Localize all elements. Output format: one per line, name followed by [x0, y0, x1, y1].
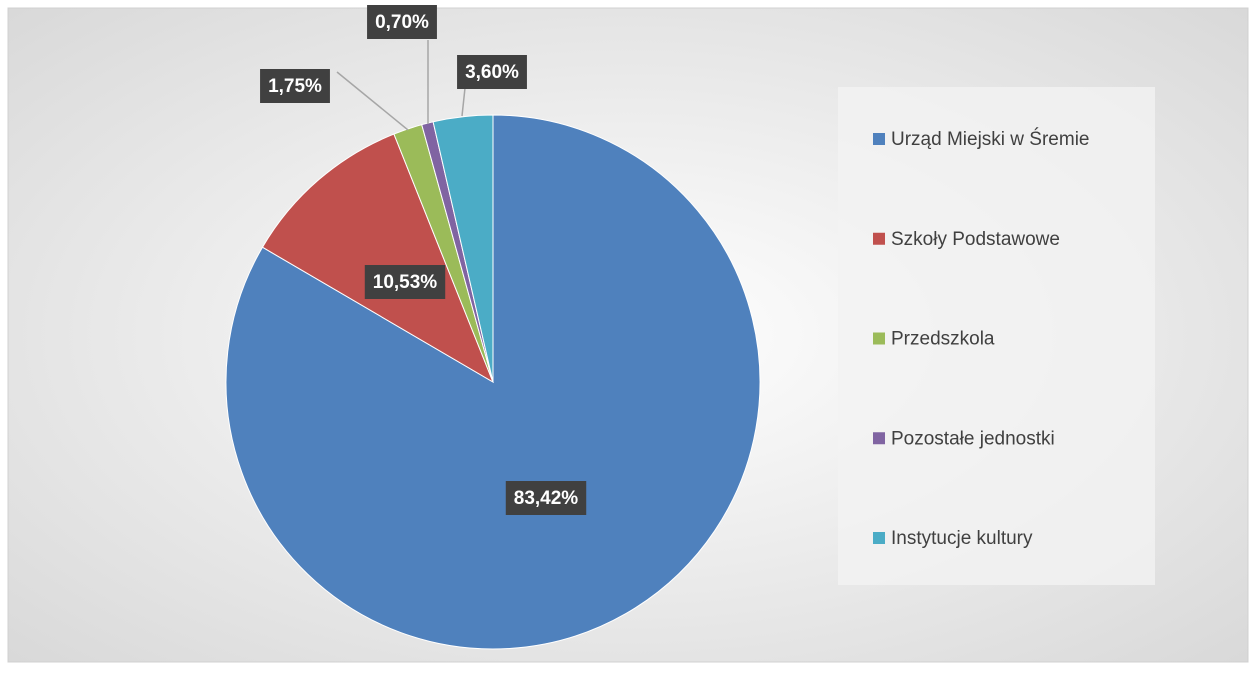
label-box: [505, 481, 587, 515]
data-label: 3,60%: [465, 62, 519, 83]
legend-swatch: [873, 332, 885, 345]
legend-box: [838, 87, 1155, 585]
data-label: 0,70%: [375, 12, 429, 33]
legend-label: Urząd Miejski w Śremie: [891, 128, 1089, 150]
legend-label: Szkoły Podstawowe: [891, 229, 1060, 250]
leader-line: [336, 71, 409, 131]
leader-line: [461, 87, 466, 117]
data-label: 10,53%: [373, 272, 438, 293]
label-box: [367, 5, 437, 39]
pie-slice: [261, 133, 495, 384]
legend-swatch: [873, 432, 885, 445]
label-box: [260, 69, 330, 103]
data-label: 83,42%: [514, 488, 579, 509]
label-box: [364, 265, 446, 299]
legend-label: Przedszkola: [891, 329, 995, 350]
pie-slice: [432, 114, 494, 383]
label-box: [457, 55, 527, 89]
legend-swatch: [873, 133, 885, 145]
legend-swatch: [873, 532, 885, 544]
legend-label: Instytucje kultury: [891, 528, 1033, 549]
legend-label: Pozostałe jednostki: [891, 428, 1055, 449]
legend-swatch: [873, 232, 885, 245]
data-label: 1,75%: [268, 76, 322, 97]
